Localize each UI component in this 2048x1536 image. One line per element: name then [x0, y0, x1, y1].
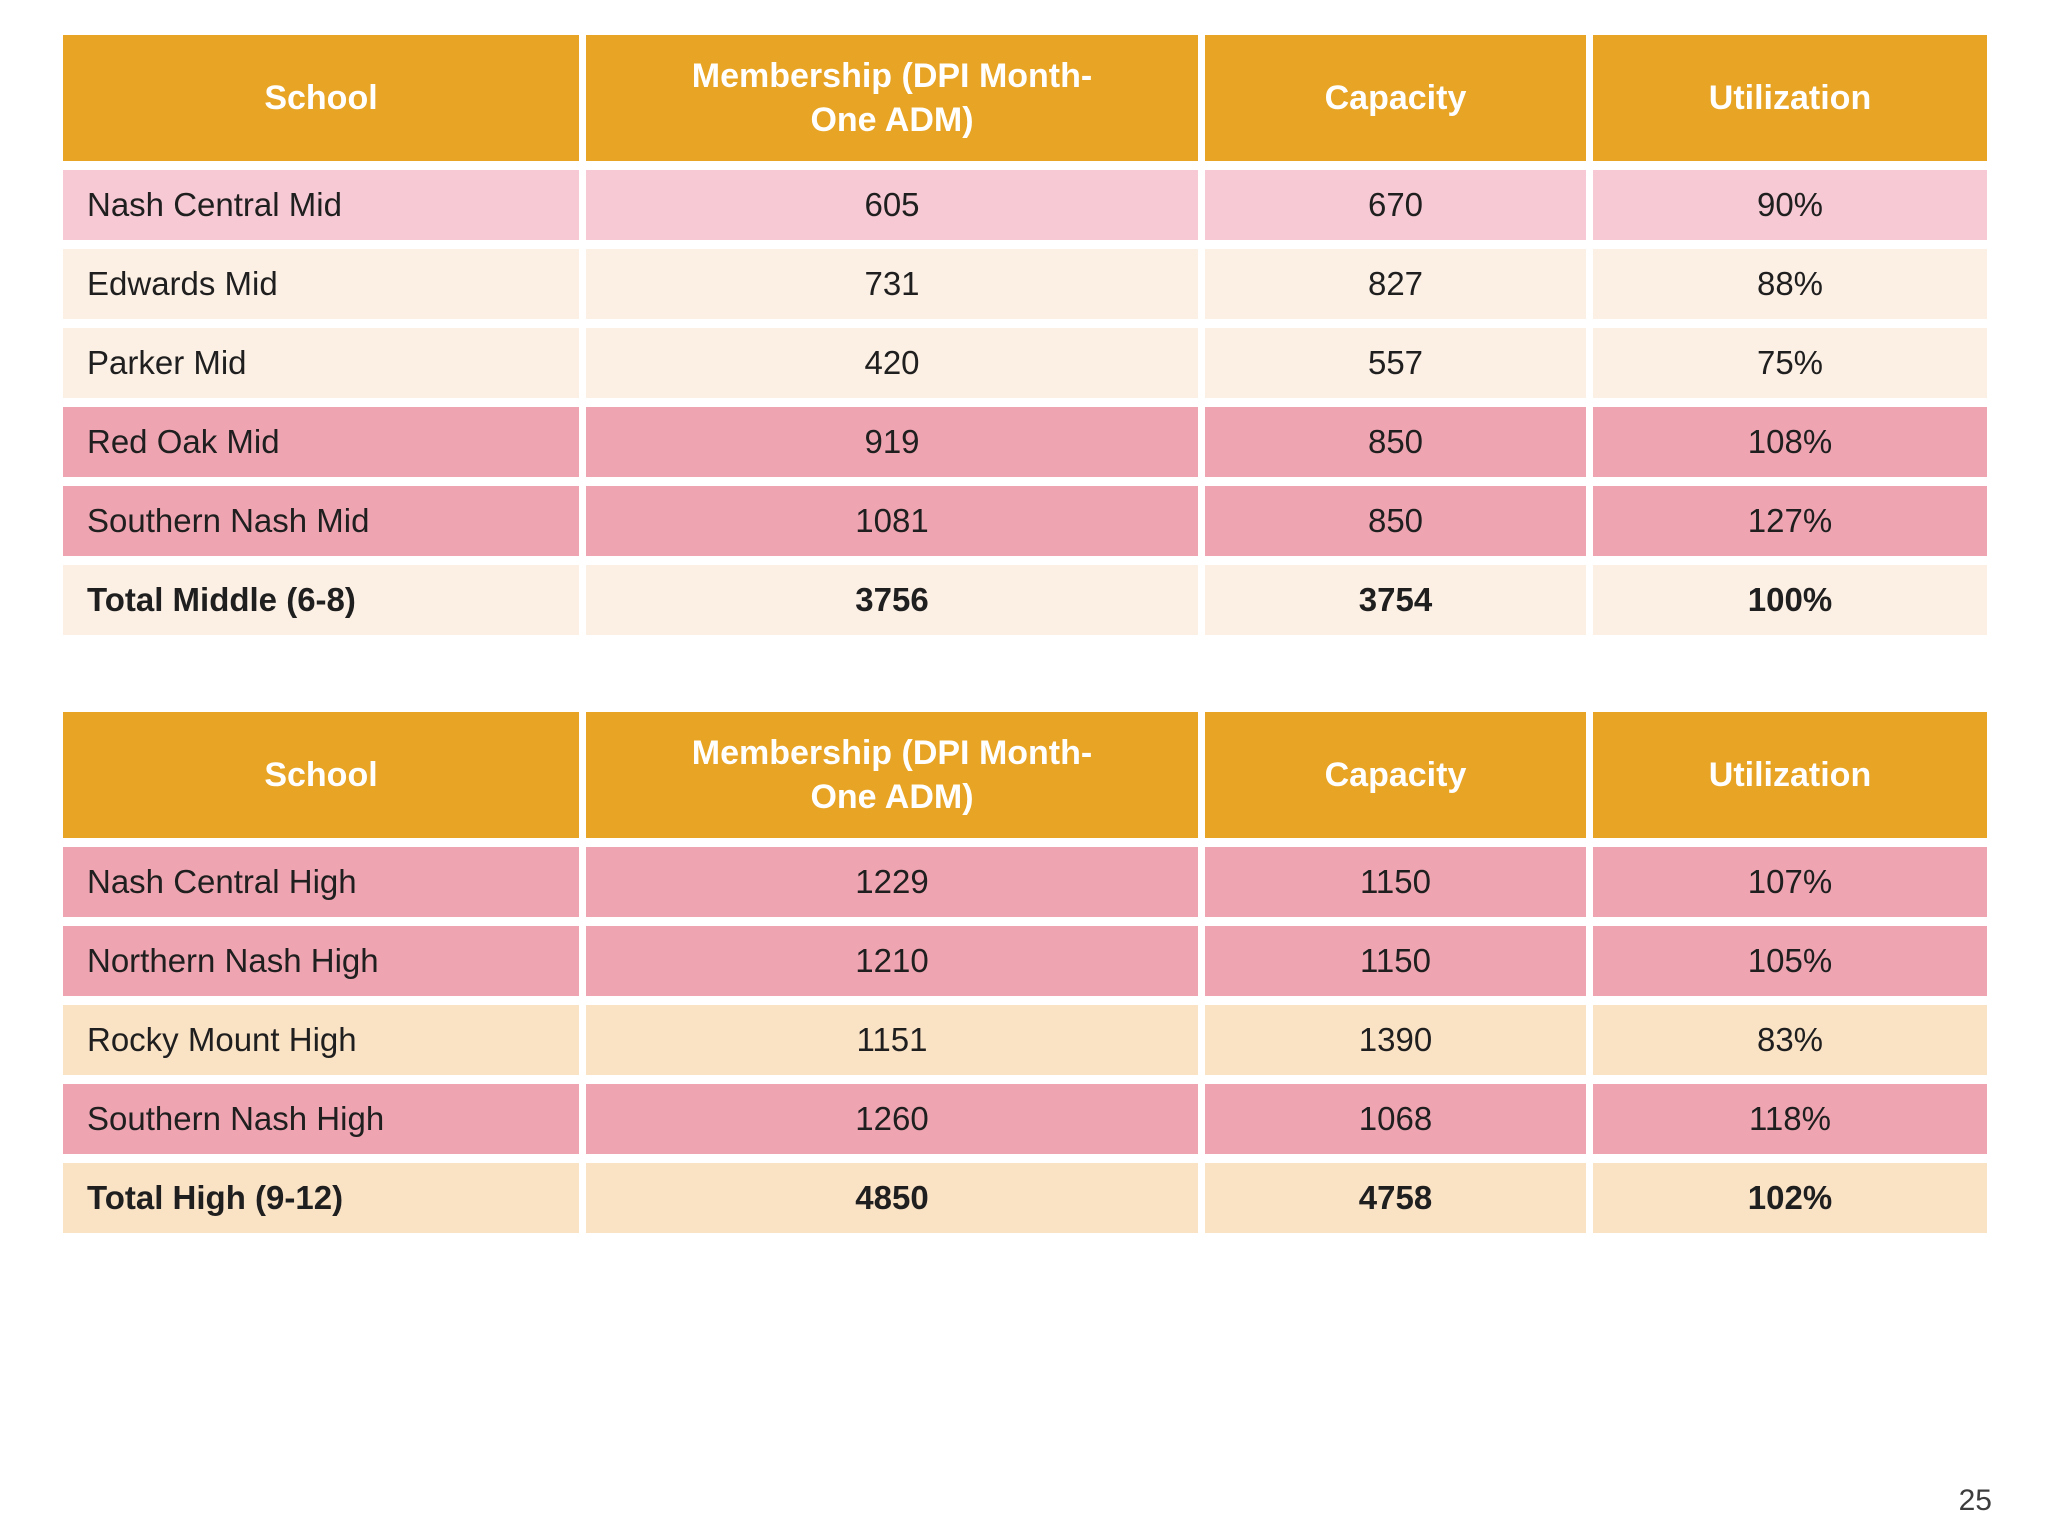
- cell-capacity: 557: [1205, 328, 1586, 398]
- cell-capacity: 850: [1205, 407, 1586, 477]
- header-row: School Membership (DPI Month- One ADM) Cap…: [63, 712, 1987, 838]
- cell-membership: 1229: [586, 847, 1198, 917]
- cell-membership: 420: [586, 328, 1198, 398]
- cell-capacity: 670: [1205, 170, 1586, 240]
- table-row: Edwards Mid 731 827 88%: [63, 249, 1987, 319]
- total-row: Total Middle (6-8) 3756 3754 100%: [63, 565, 1987, 635]
- cell-utilization: 105%: [1593, 926, 1987, 996]
- header-cell-school: School: [63, 35, 579, 161]
- cell-school: Southern Nash High: [63, 1084, 579, 1154]
- cell-capacity: 827: [1205, 249, 1586, 319]
- header-cell-utilization: Utilization: [1593, 35, 1987, 161]
- cell-utilization: 90%: [1593, 170, 1987, 240]
- cell-membership: 4850: [586, 1163, 1198, 1233]
- cell-school: Nash Central High: [63, 847, 579, 917]
- cell-utilization: 118%: [1593, 1084, 1987, 1154]
- cell-capacity: 1390: [1205, 1005, 1586, 1075]
- cell-utilization: 108%: [1593, 407, 1987, 477]
- cell-school: Edwards Mid: [63, 249, 579, 319]
- table-row: Nash Central Mid 605 670 90%: [63, 170, 1987, 240]
- header-cell-membership: Membership (DPI Month- One ADM): [586, 712, 1198, 838]
- cell-membership: 3756: [586, 565, 1198, 635]
- cell-capacity: 3754: [1205, 565, 1586, 635]
- header-cell-capacity: Capacity: [1205, 712, 1586, 838]
- header-cell-capacity: Capacity: [1205, 35, 1586, 161]
- cell-capacity: 1150: [1205, 926, 1586, 996]
- cell-capacity: 850: [1205, 486, 1586, 556]
- cell-utilization: 102%: [1593, 1163, 1987, 1233]
- header-cell-school: School: [63, 712, 579, 838]
- cell-membership: 1210: [586, 926, 1198, 996]
- table-row: Rocky Mount High 1151 1390 83%: [63, 1005, 1987, 1075]
- cell-utilization: 88%: [1593, 249, 1987, 319]
- table-row: Nash Central High 1229 1150 107%: [63, 847, 1987, 917]
- total-row: Total High (9-12) 4850 4758 102%: [63, 1163, 1987, 1233]
- cell-school: Northern Nash High: [63, 926, 579, 996]
- cell-membership: 731: [586, 249, 1198, 319]
- middle-school-utilization-table: School Membership (DPI Month- One ADM) Cap…: [63, 35, 1987, 635]
- table-row: Southern Nash High 1260 1068 118%: [63, 1084, 1987, 1154]
- cell-membership: 1260: [586, 1084, 1198, 1154]
- table-row: Parker Mid 420 557 75%: [63, 328, 1987, 398]
- high-school-utilization-table: School Membership (DPI Month- One ADM) Cap…: [63, 712, 1987, 1233]
- cell-membership: 1081: [586, 486, 1198, 556]
- cell-utilization: 107%: [1593, 847, 1987, 917]
- cell-school: Nash Central Mid: [63, 170, 579, 240]
- cell-school: Red Oak Mid: [63, 407, 579, 477]
- cell-utilization: 127%: [1593, 486, 1987, 556]
- cell-utilization: 100%: [1593, 565, 1987, 635]
- cell-capacity: 4758: [1205, 1163, 1586, 1233]
- cell-utilization: 83%: [1593, 1005, 1987, 1075]
- table-row: Red Oak Mid 919 850 108%: [63, 407, 1987, 477]
- header-row: School Membership (DPI Month- One ADM) Cap…: [63, 35, 1987, 161]
- cell-school: Total High (9-12): [63, 1163, 579, 1233]
- cell-membership: 1151: [586, 1005, 1198, 1075]
- cell-school: Rocky Mount High: [63, 1005, 579, 1075]
- cell-school: Parker Mid: [63, 328, 579, 398]
- page-number: 25: [1958, 1484, 1992, 1517]
- tables-container: School Membership (DPI Month- One ADM) Cap…: [63, 35, 1987, 1233]
- cell-school: Southern Nash Mid: [63, 486, 579, 556]
- table-row: Southern Nash Mid 1081 850 127%: [63, 486, 1987, 556]
- table-row: Northern Nash High 1210 1150 105%: [63, 926, 1987, 996]
- header-cell-membership: Membership (DPI Month- One ADM): [586, 35, 1198, 161]
- cell-membership: 605: [586, 170, 1198, 240]
- cell-school: Total Middle (6-8): [63, 565, 579, 635]
- header-cell-utilization: Utilization: [1593, 712, 1987, 838]
- cell-capacity: 1068: [1205, 1084, 1586, 1154]
- cell-capacity: 1150: [1205, 847, 1586, 917]
- cell-membership: 919: [586, 407, 1198, 477]
- cell-utilization: 75%: [1593, 328, 1987, 398]
